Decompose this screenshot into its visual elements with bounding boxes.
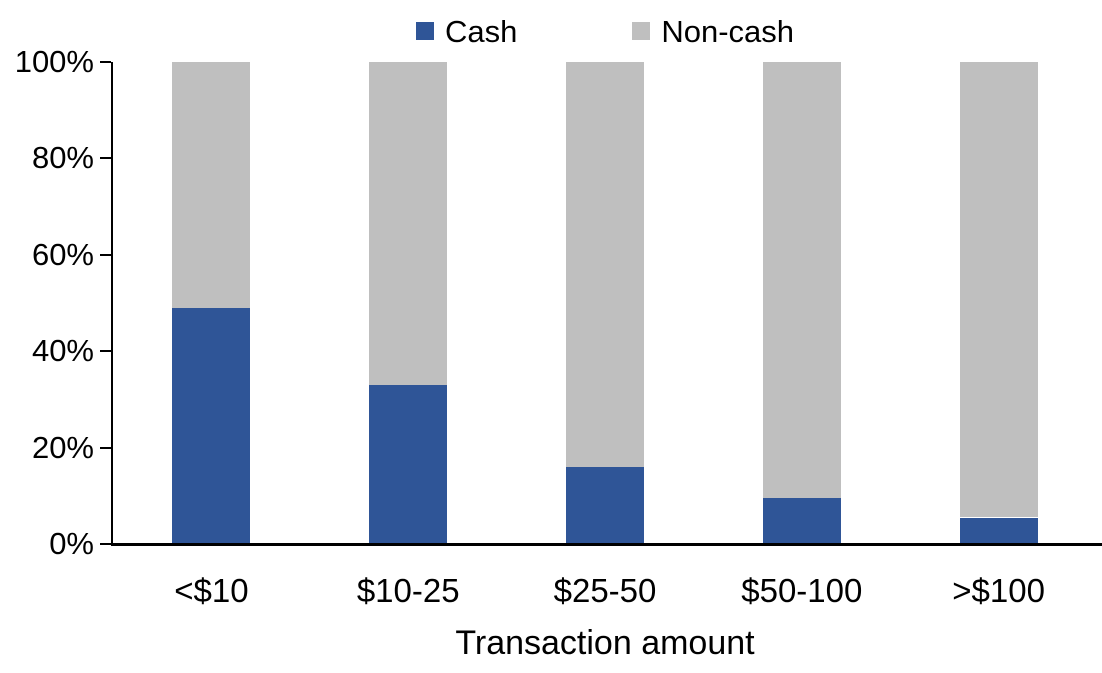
non-cash-segment (566, 62, 644, 467)
y-axis-line (111, 62, 113, 544)
x-axis-line (111, 543, 1102, 546)
y-tick-label: 0% (49, 526, 94, 561)
x-tick-label: $25-50 (553, 572, 657, 609)
legend-item-non-cash: Non-cash (632, 16, 794, 47)
cash-segment (369, 384, 448, 544)
non-cash-segment (369, 62, 448, 385)
y-axis-tick (100, 446, 111, 449)
cash-segment (959, 517, 1038, 544)
y-axis-tick (100, 543, 111, 545)
non-cash-legend-label: Non-cash (661, 13, 795, 49)
non-cash-segment (762, 62, 841, 499)
x-tick-label: >$100 (952, 572, 1045, 609)
cash-legend-swatch (415, 22, 434, 40)
x-tick-label: $50-100 (741, 572, 863, 609)
y-tick-label: 60% (31, 236, 94, 272)
y-axis-tick (100, 350, 111, 353)
cash-segment (566, 466, 644, 544)
x-axis-title: Transaction amount (455, 624, 755, 662)
y-tick-label: 20% (31, 429, 94, 465)
y-tick-label: 100% (14, 44, 94, 79)
bar-3 (566, 62, 644, 544)
bar-4 (762, 62, 841, 544)
cash-legend-label: Cash (444, 13, 518, 49)
cash-segment (172, 307, 251, 544)
legend-item-cash: Cash (415, 13, 518, 49)
x-tick-label: <$10 (174, 572, 249, 609)
legend: Cash Non-cash (113, 8, 1097, 54)
non-cash-segment (959, 62, 1038, 518)
y-axis-tick (100, 157, 111, 160)
bar-1 (172, 62, 251, 544)
y-axis-tick (100, 253, 111, 256)
cash-segment (762, 498, 841, 544)
x-tick-label: $10-25 (356, 572, 460, 609)
y-axis-tick (100, 61, 111, 63)
y-tick-label: 40% (31, 333, 94, 369)
non-cash-segment (172, 62, 251, 308)
bar-2 (369, 62, 448, 544)
bar-5 (959, 62, 1038, 544)
non-cash-legend-swatch (632, 22, 651, 40)
y-tick-label: 80% (31, 140, 94, 176)
